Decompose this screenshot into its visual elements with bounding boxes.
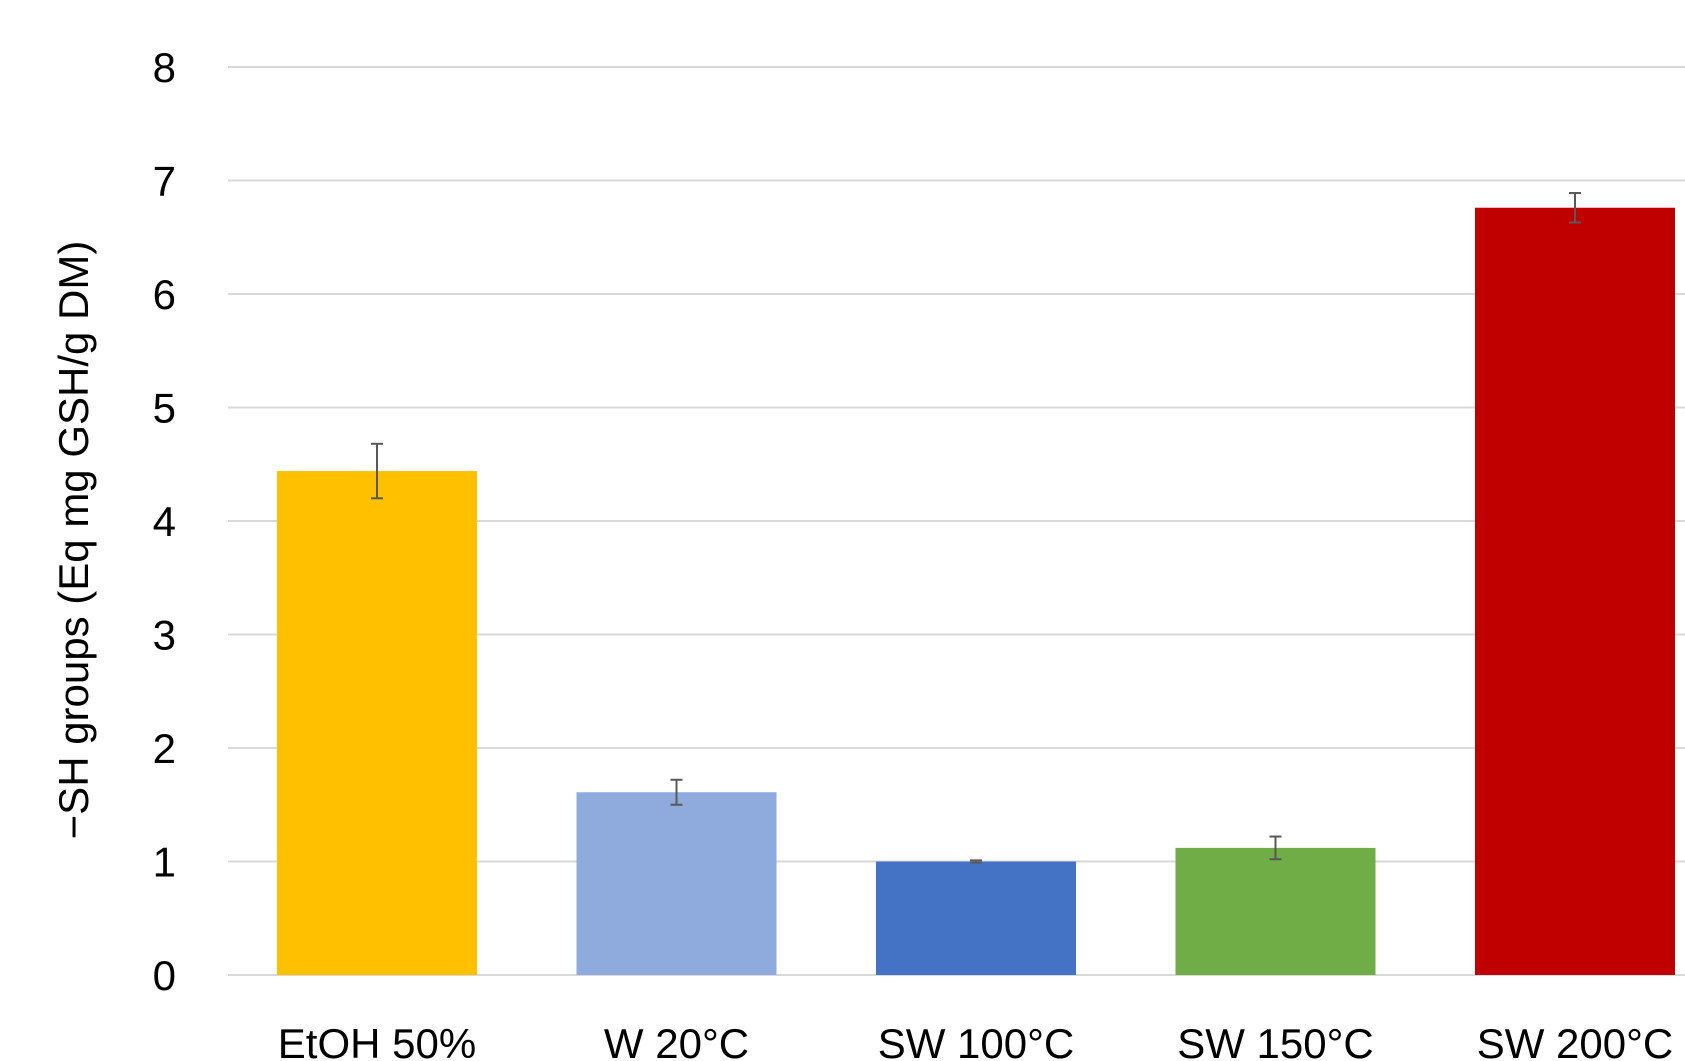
y-tick-label: 6 [153, 271, 176, 318]
y-axis-title: −SH groups (Eq mg GSH/g DM) [50, 241, 97, 840]
bar [576, 792, 777, 975]
y-tick-label: 7 [153, 158, 176, 205]
bar [876, 861, 1076, 975]
x-category-label: SW 100°C [878, 1020, 1075, 1061]
bar [277, 471, 477, 975]
y-tick-label: 4 [153, 498, 176, 545]
y-tick-label: 8 [153, 44, 176, 91]
x-category-label: SW 150°C [1177, 1020, 1374, 1061]
error-bar [670, 778, 683, 806]
bar [1175, 847, 1376, 975]
y-tick-label: 5 [153, 385, 176, 432]
x-category-label: EtOH 50% [278, 1020, 476, 1061]
y-axis-tick-labels: 0 1 2 3 4 5 6 7 8 [153, 44, 176, 999]
x-axis-category-labels: EtOH 50% W 20°C SW 100°C SW 150°C SW 200°C [278, 1020, 1673, 1061]
y-tick-label: 2 [153, 725, 176, 772]
error-bar [371, 442, 383, 500]
y-tick-label: 0 [153, 952, 176, 999]
bars [277, 207, 1675, 976]
y-tick-label: 3 [153, 612, 176, 659]
error-bars [371, 191, 1581, 864]
error-bar [1269, 835, 1282, 861]
x-category-label: W 20°C [604, 1020, 749, 1061]
error-bar [1569, 191, 1581, 224]
bar [1475, 207, 1675, 976]
y-tick-label: 1 [153, 839, 176, 886]
x-category-label: SW 200°C [1477, 1020, 1674, 1061]
error-bar [970, 859, 982, 864]
